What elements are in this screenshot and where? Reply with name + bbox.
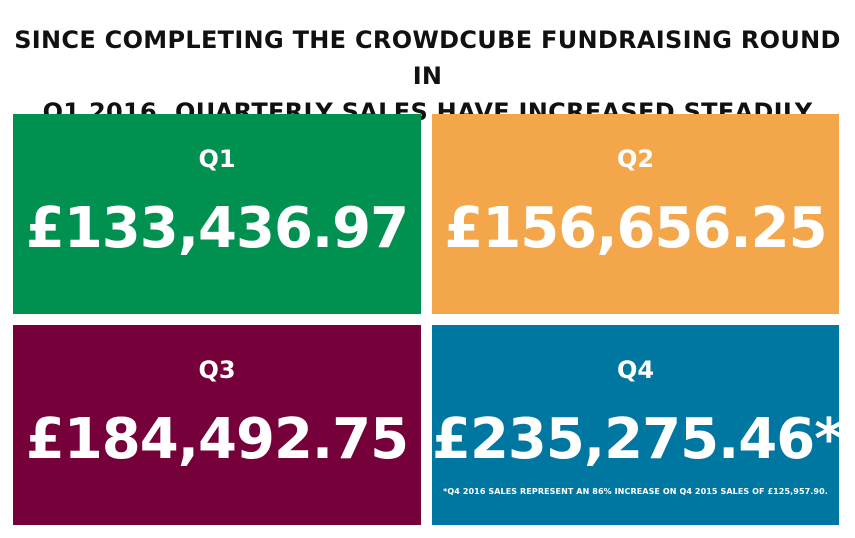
- sales-amount: £156,656.25: [444, 196, 827, 261]
- tile-q1: Q1 £133,436.97: [13, 114, 421, 314]
- footnote: *Q4 2016 SALES REPRESENT AN 86% INCREASE…: [443, 487, 828, 496]
- tile-q3: Q3 £184,492.75: [13, 325, 421, 525]
- sales-amount: £133,436.97: [25, 196, 409, 261]
- quarter-label: Q1: [198, 145, 236, 173]
- quarter-label: Q2: [616, 145, 655, 173]
- headline-line-1: SINCE COMPLETING THE CROWDCUBE FUNDRAISI…: [14, 26, 841, 90]
- sales-amount: £184,492.75: [25, 407, 409, 472]
- tile-q2: Q2 £156,656.25: [432, 114, 839, 314]
- quarter-label: Q3: [198, 356, 236, 384]
- tile-q4: Q4 £235,275.46* *Q4 2016 SALES REPRESENT…: [432, 325, 844, 525]
- sales-amount: £235,275.46*: [432, 407, 844, 472]
- quarter-label: Q4: [616, 356, 655, 384]
